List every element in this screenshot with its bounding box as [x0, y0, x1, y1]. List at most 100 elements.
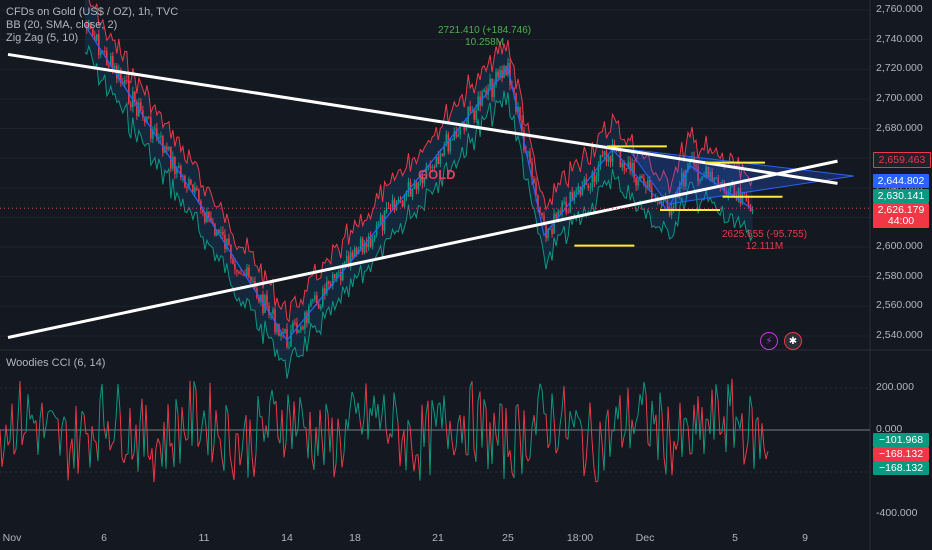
candle-body [555, 213, 557, 218]
cci-line-segment [591, 440, 595, 469]
candle-body [391, 199, 394, 209]
candle-body [499, 70, 501, 78]
candle-body [389, 207, 392, 209]
candle-body [650, 188, 653, 200]
candle-body [451, 139, 454, 141]
cci-line-segment [535, 397, 539, 436]
cci-line-segment [419, 404, 423, 481]
cci-line-segment [111, 440, 115, 445]
time-tick-label: 5 [732, 532, 738, 544]
candle-body [475, 110, 477, 120]
cci-line-segment [759, 423, 763, 460]
candle-body [349, 252, 352, 267]
price-tick-label: 2,720.000 [876, 62, 923, 75]
candle-body [353, 248, 356, 258]
cci-line-segment [601, 442, 605, 471]
cci-line-segment [503, 408, 507, 480]
candle-body [278, 323, 280, 337]
cci-line-segment [541, 389, 545, 414]
cci-line-segment [379, 414, 383, 430]
candle-body [695, 165, 697, 167]
cci-line-segment [253, 453, 257, 477]
cci-line-segment [257, 396, 261, 417]
indicator-zigzag[interactable]: Zig Zag (5, 10) [6, 32, 79, 44]
candle-body [631, 162, 633, 171]
cci-line-segment [715, 384, 719, 400]
cci-line-segment [619, 395, 623, 448]
candle-body [607, 156, 610, 162]
candle-body [527, 151, 529, 153]
cci-line-segment [557, 425, 561, 449]
candle-body [672, 207, 675, 209]
candle-body [322, 288, 324, 307]
candle-body [190, 179, 192, 185]
cci-line-segment [441, 395, 445, 429]
cci-line-segment [517, 404, 521, 436]
candle-body [713, 178, 715, 181]
cci-line-segment [433, 410, 437, 427]
candle-body [104, 50, 106, 52]
candle-body [136, 101, 138, 117]
cci-line-segment [413, 455, 417, 472]
candle-body [547, 229, 549, 239]
candle-body [417, 181, 420, 190]
cci-title[interactable]: Woodies CCI (6, 14) [6, 357, 106, 369]
cci-line-segment [717, 399, 721, 435]
cci-line-segment [637, 394, 641, 416]
cci-line-segment [427, 400, 431, 476]
cci-line-segment [697, 396, 701, 440]
cci-line-segment [211, 444, 215, 463]
candle-body [347, 255, 350, 267]
candle-body [100, 51, 102, 56]
cci-line-segment [27, 394, 31, 420]
cci-line-segment [649, 400, 653, 447]
cci-line-segment [633, 422, 637, 435]
cci-line-segment [317, 409, 321, 456]
chart-legend: CFDs on Gold (US$ / OZ), 1h, TVC BB (20,… [6, 6, 178, 45]
swing-high-annotation: 2721.410 (+184.746) 10.258M [438, 25, 531, 49]
cci-line-segment [339, 436, 343, 468]
price-tick-label: 2,740.000 [876, 32, 923, 45]
cci-line-segment [137, 422, 141, 472]
time-tick-label: 25 [502, 532, 514, 544]
cci-line-segment [641, 381, 645, 406]
candle-body [473, 110, 475, 120]
candle-body [429, 165, 432, 168]
cci-line-segment [461, 415, 465, 444]
event-icons: ⚡ ✱ [760, 332, 802, 350]
candle-body [272, 309, 274, 315]
candle-body [589, 186, 592, 189]
cci-line-segment [309, 411, 313, 459]
cci-line-segment [269, 389, 273, 401]
cci-line-segment [87, 433, 91, 468]
candle-body [114, 65, 116, 69]
candle-body [146, 116, 148, 123]
indicator-bb[interactable]: BB (20, SMA, close, 2) [6, 19, 118, 31]
cci-line-segment [197, 441, 201, 447]
candle-body [186, 186, 188, 188]
candle-body [337, 271, 340, 273]
candle-body [407, 181, 410, 192]
candle-body [543, 215, 545, 226]
cci-line-segment [745, 442, 749, 454]
cci-line-segment [695, 396, 699, 435]
cci-line-segment [455, 422, 459, 448]
cci-line-segment [431, 400, 435, 412]
cci-line-segment [57, 419, 61, 456]
cci-line-segment [189, 380, 193, 446]
trendline-upper-white [7, 52, 838, 185]
candle-body [142, 110, 144, 117]
candle-body [415, 182, 418, 190]
cci-line-segment [175, 398, 179, 415]
cci-line-segment [67, 449, 71, 481]
lightning-icon[interactable]: ⚡ [760, 332, 778, 350]
cci-line-segment [41, 402, 45, 439]
cci-badge: −168.132 [873, 447, 929, 461]
cci-line-segment [179, 407, 183, 464]
cci-line-segment [359, 419, 363, 435]
candle-body [583, 178, 586, 188]
us-flag-icon[interactable]: ✱ [784, 332, 802, 350]
candle-body [331, 274, 334, 287]
candle-body [725, 191, 728, 195]
